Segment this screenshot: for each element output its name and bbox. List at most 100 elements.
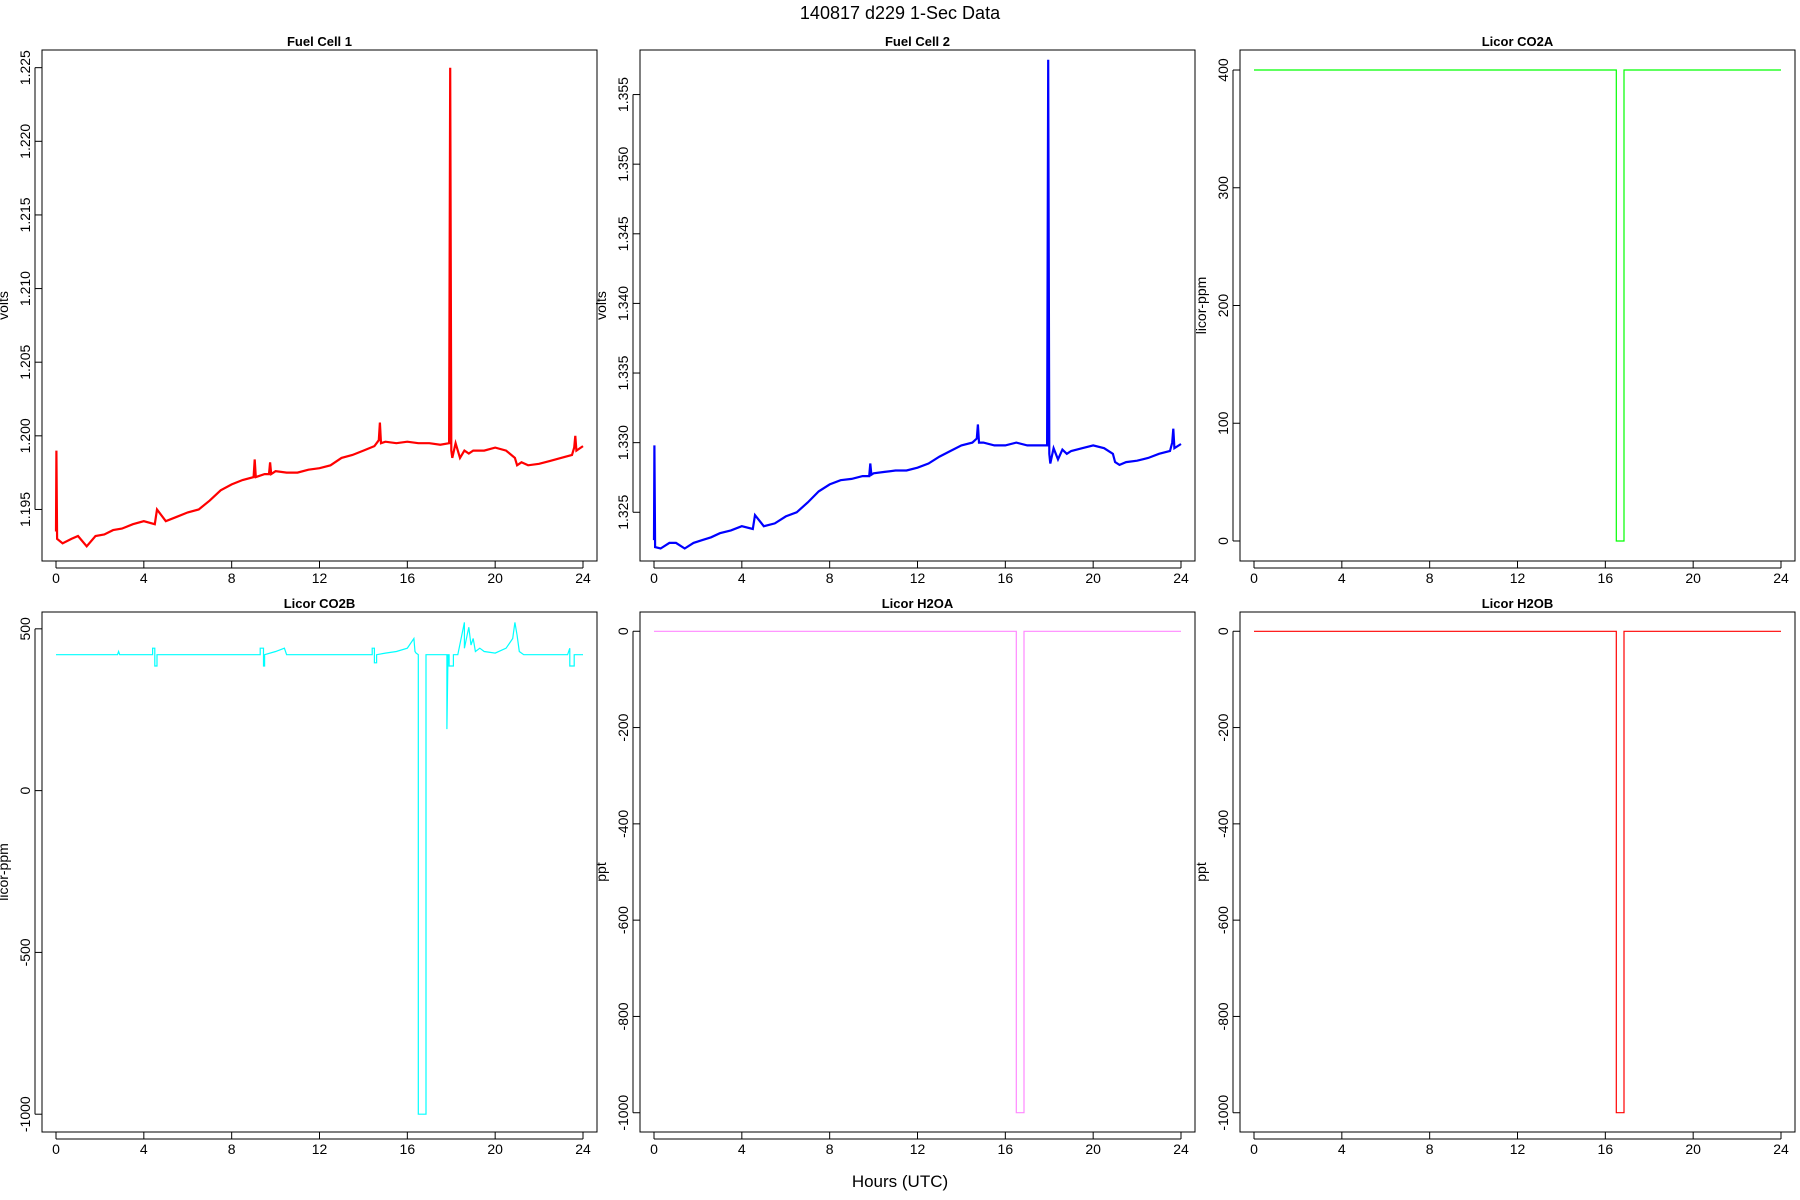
x-tick-label: 16	[400, 570, 416, 586]
x-tick-label: 20	[487, 570, 503, 586]
y-tick-label: 300	[1215, 176, 1231, 200]
chart-panel-2: Fuel Cell 20 4 8 12 16 20 241.3251.3301.3351.3…	[593, 34, 1196, 586]
x-tick-label: 20	[1685, 570, 1701, 586]
y-axis: -1000 -800 -600 -400 -200 0	[1215, 627, 1240, 1131]
y-tick-label: 1.220	[17, 124, 33, 159]
x-tick-label: 16	[400, 1141, 416, 1157]
y-tick-label: -200	[1215, 713, 1231, 741]
x-tick-label: 8	[1426, 570, 1434, 586]
chart-panel-1: Fuel Cell 1 0 4 8 12 16 20 24 1.195 1.200 1.205 1.2…	[0, 34, 598, 586]
panel-title: Licor H2OA	[882, 596, 954, 611]
x-tick-label: 20	[1085, 1141, 1101, 1157]
y-tick-label: 1.215	[17, 197, 33, 232]
x-tick-label: 24	[1773, 570, 1789, 586]
y-axis: 0 100 200 300 400	[1215, 58, 1240, 545]
x-tick-label: 16	[998, 570, 1014, 586]
y-tick-label: 0	[1215, 537, 1231, 545]
chart-panel-4: Licor CO2B 0 4 8 12 16 20 24 -1000 -500 0 500 licor-…	[0, 596, 598, 1157]
x-tick-label: 24	[575, 1141, 591, 1157]
plot-frame	[41, 611, 598, 1133]
y-axis: 1.325 1.330 1.335 1.340 1.345 1.350 1.355	[615, 77, 640, 530]
x-tick-label: 8	[826, 1141, 834, 1157]
y-tick-label: 100	[1215, 411, 1231, 435]
x-tick-label: 20	[487, 1141, 503, 1157]
x-tick-label: 8	[228, 570, 236, 586]
plot-frame	[1239, 611, 1796, 1133]
x-tick-label: 16	[998, 1141, 1014, 1157]
y-tick-label: 0	[17, 787, 33, 795]
chart-panel-5: Licor H2OA 0 4 8 12 16 20 24 -1000 -800 -600 -400 -2…	[593, 596, 1196, 1157]
chart-panel-6: Licor H2OB 0 4 8 12 16 20 24 -1000 -800 -600 -400 -2…	[1193, 596, 1796, 1157]
x-axis: 0 4 8 12 16 20 24	[52, 1132, 591, 1157]
y-tick-label: -1000	[615, 1095, 631, 1131]
x-tick-label: 12	[1510, 1141, 1526, 1157]
chart-panels: Fuel Cell 1 0 4 8 12 16 20 24 1.195 1.200 1.205 1.2…	[0, 34, 1796, 1157]
x-tick-label: 0	[52, 570, 60, 586]
x-tick-label: 16	[1598, 570, 1614, 586]
series-line	[654, 630, 1181, 1114]
y-tick-label: -800	[615, 1002, 631, 1030]
x-tick-label: 4	[738, 1141, 746, 1157]
panel-title: Licor CO2A	[1482, 34, 1554, 49]
x-tick-label: 12	[910, 570, 926, 586]
panel-title: Fuel Cell 1	[287, 34, 352, 49]
y-tick-label: 1.210	[17, 271, 33, 306]
y-tick-label: 1.225	[17, 50, 33, 85]
y-tick-label: 1.335	[615, 355, 631, 390]
y-axis-label: ppt	[593, 862, 609, 882]
x-tick-label: 0	[52, 1141, 60, 1157]
y-tick-label: 0	[615, 627, 631, 635]
x-tick-label: 8	[1426, 1141, 1434, 1157]
y-axis-label: ppt	[1193, 862, 1209, 882]
x-tick-label: 4	[738, 570, 746, 586]
y-tick-label: -400	[615, 810, 631, 838]
x-axis: 0 4 8 12 16 20 24	[650, 1132, 1189, 1157]
series-line	[1254, 630, 1781, 1114]
plot-frame	[1239, 49, 1796, 562]
x-tick-label: 0	[1250, 1141, 1258, 1157]
x-tick-label: 12	[910, 1141, 926, 1157]
x-tick-label: 4	[140, 570, 148, 586]
y-axis: 1.195 1.200 1.205 1.210 1.215 1.220 1.225	[17, 50, 42, 527]
y-tick-label: 1.325	[615, 495, 631, 530]
y-axis-label: licor-ppm	[0, 843, 11, 901]
x-tick-label: 12	[1510, 570, 1526, 586]
x-axis: 0 4 8 12 16 20 24	[52, 561, 591, 586]
panel-title: Licor CO2B	[284, 596, 356, 611]
chart-panel-3: Licor CO2A 0 4 8 12 16 20 24 0 100 200 300 400 licor-…	[1193, 34, 1796, 586]
y-axis-label: licor-ppm	[1193, 277, 1209, 335]
series-line	[1254, 69, 1781, 542]
y-tick-label: -500	[17, 938, 33, 966]
x-tick-label: 20	[1085, 570, 1101, 586]
x-tick-label: 24	[575, 570, 591, 586]
x-tick-label: 20	[1685, 1141, 1701, 1157]
y-tick-label: 200	[1215, 294, 1231, 318]
y-tick-label: -400	[1215, 810, 1231, 838]
x-tick-label: 24	[1173, 570, 1189, 586]
panel-title: Fuel Cell 2	[885, 34, 950, 49]
plot-frame	[639, 611, 1196, 1133]
x-tick-label: 12	[312, 570, 328, 586]
y-tick-label: 500	[17, 617, 33, 641]
y-tick-label: 0	[1215, 627, 1231, 635]
y-axis-label: volts	[0, 291, 11, 320]
y-tick-label: 1.355	[615, 77, 631, 112]
x-tick-label: 24	[1173, 1141, 1189, 1157]
x-tick-label: 8	[826, 570, 834, 586]
y-tick-label: -1000	[1215, 1095, 1231, 1131]
x-axis: 0 4 8 12 16 20 24	[650, 561, 1189, 586]
x-axis: 0 4 8 12 16 20 24	[1250, 561, 1789, 586]
x-tick-label: 8	[228, 1141, 236, 1157]
x-tick-label: 4	[1338, 1141, 1346, 1157]
y-axis: -1000 -500 0 500	[17, 617, 42, 1132]
y-axis: -1000 -800 -600 -400 -200 0	[615, 627, 640, 1131]
y-tick-label: 400	[1215, 58, 1231, 82]
panel-title: Licor H2OB	[1482, 596, 1554, 611]
y-tick-label: 1.195	[17, 492, 33, 527]
y-tick-label: -200	[615, 713, 631, 741]
plot-frame	[639, 49, 1196, 562]
y-tick-label: -600	[1215, 906, 1231, 934]
y-tick-label: 1.345	[615, 216, 631, 251]
y-tick-label: 1.350	[615, 146, 631, 181]
x-tick-label: 4	[140, 1141, 148, 1157]
